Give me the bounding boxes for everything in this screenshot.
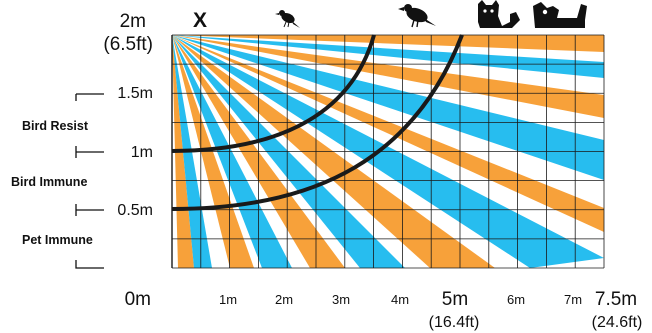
top-icons: X [193,0,587,32]
height-tick-0-5m: 0.5m [117,202,153,219]
distance-tick-7-5m-sub: (24.6ft) [592,314,643,331]
dog-icon [533,2,587,28]
distance-axis: 1m 2m 3m 4m 5m (16.4ft) 6m 7m 7.5m (24.6… [219,289,642,331]
bracket-1m [75,146,104,158]
height-tick-1m: 1m [131,144,153,161]
pet-immune-curve [171,34,464,211]
cat-icon [478,0,520,28]
distance-tick-3m: 3m [332,292,350,307]
zone-label-pet-immune: Pet Immune [22,233,93,247]
beam-12 [172,35,604,78]
distance-tick-6m: 6m [507,292,525,307]
height-top-sub-label: (6.5ft) [103,34,153,55]
zone-label-bird-immune: Bird Immune [11,175,87,189]
bracket-0-5m [75,204,104,216]
distance-tick-7m: 7m [564,292,582,307]
bird-immune-curve [171,34,376,153]
distance-tick-2m: 2m [275,292,293,307]
beam-10 [172,35,604,180]
distance-tick-4m: 4m [391,292,409,307]
distance-tick-1m: 1m [219,292,237,307]
height-top-label: 2m [120,11,146,32]
small-bird-icon [275,10,300,28]
bracket-0m [75,260,104,269]
beam-11 [172,35,604,118]
large-bird-icon [398,4,436,28]
distance-grid [171,34,605,269]
distance-tick-7-5m: 7.5m [595,289,637,310]
bracket-1-5m [75,93,104,101]
origin-label: 0m [125,289,151,310]
detection-boundary-curves [171,34,464,211]
distance-tick-5m-sub: (16.4ft) [429,314,480,331]
distance-tick-5m: 5m [442,289,468,310]
zone-label-bird-resist: Bird Resist [22,119,89,133]
x-icon: X [193,9,207,32]
height-tick-1-5m: 1.5m [117,85,153,102]
zone-brackets [75,93,104,269]
zone-labels: Bird Resist Bird Immune Pet Immune [11,119,93,247]
beam-13 [172,35,604,52]
beam-9 [172,35,604,232]
height-axis: 2m (6.5ft) 1.5m 1m 0.5m 0m [103,11,153,310]
